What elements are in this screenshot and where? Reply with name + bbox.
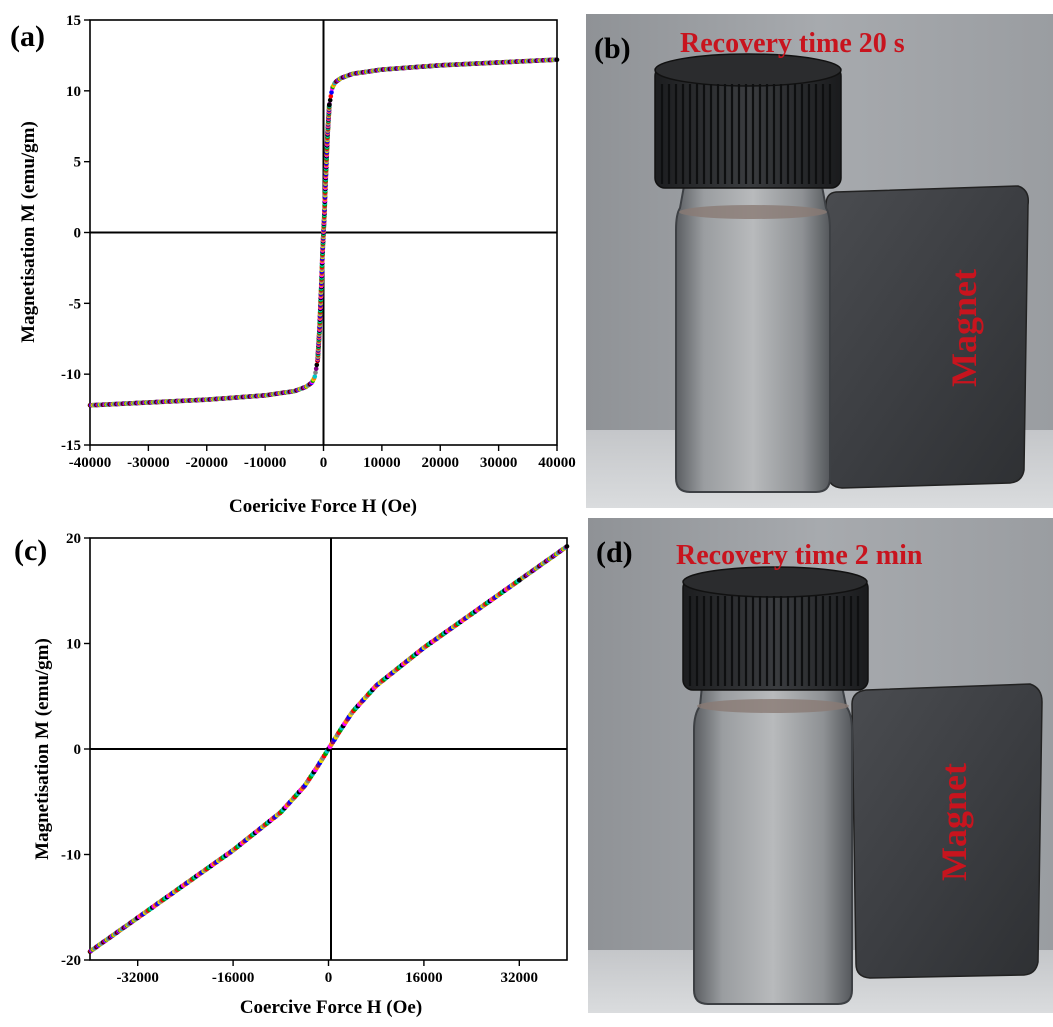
photo-d-magnet bbox=[851, 683, 1043, 979]
chart-a-x-tick-label: 0 bbox=[320, 455, 328, 471]
photo-d-letter: (d) bbox=[596, 536, 633, 569]
photo-b: Recovery time 20 s (b) Magnet bbox=[586, 14, 1053, 508]
chart-c-x-tick-label: 0 bbox=[325, 970, 333, 986]
photo-d-title: Recovery time 2 min bbox=[676, 540, 923, 571]
chart-a-data-point bbox=[313, 370, 318, 375]
photo-d-cap-top bbox=[682, 566, 868, 598]
photo-d: Recovery time 2 min (d) Magnet bbox=[588, 518, 1053, 1013]
chart-a-y-tick-label: -10 bbox=[61, 367, 81, 383]
photo-b-magnet bbox=[825, 185, 1030, 489]
chart-c-data-point bbox=[516, 577, 522, 583]
chart-a-y-tick-label: -15 bbox=[61, 438, 81, 454]
chart-a-y-tick-label: 0 bbox=[74, 226, 82, 242]
chart-a-data-point bbox=[313, 366, 319, 372]
photo-d-vial bbox=[693, 685, 853, 1005]
chart-a-xlabel: Coericive Force H (Oe) bbox=[229, 496, 417, 517]
chart-a-x-ticks: -40000 -30000 -20000 -10000 0 10000 20000 30000… bbox=[69, 445, 576, 471]
chart-a-data-point bbox=[554, 57, 560, 62]
panel-c-letter: (c) bbox=[14, 534, 47, 567]
photo-d-magnet-label: Magnet bbox=[934, 763, 974, 881]
chart-a-x-tick-label: -40000 bbox=[69, 455, 112, 471]
chart-c-y-tick-label: 20 bbox=[66, 531, 81, 547]
chart-a-data-point bbox=[328, 94, 334, 99]
chart-c-ylabel: Magnetisation M (emu/gm) bbox=[32, 638, 53, 860]
chart-a-data-point bbox=[326, 102, 332, 108]
chart-c-y-tick-label: 0 bbox=[74, 742, 82, 758]
chart-c-y-tick-label: 10 bbox=[66, 637, 81, 653]
chart-a-y-tick-label: 15 bbox=[66, 13, 81, 29]
chart-a-x-tick-label: 10000 bbox=[363, 455, 401, 471]
chart-a-data-point bbox=[329, 90, 334, 95]
chart-c-series-points bbox=[87, 544, 570, 954]
chart-a-data-point bbox=[314, 362, 320, 368]
chart-c-x-tick-label: 16000 bbox=[405, 970, 443, 986]
chart-c-xlabel: Coercive Force H (Oe) bbox=[240, 997, 422, 1018]
chart-a: -40000 -30000 -20000 -10000 0 10000 20000 30000… bbox=[10, 13, 576, 517]
chart-a-x-tick-label: -10000 bbox=[244, 455, 287, 471]
chart-a-data-point bbox=[327, 97, 333, 103]
photo-b-vial-liquid-top bbox=[679, 205, 827, 219]
chart-c: -32000 -16000 0 16000 32000 -20 -10 0 10 20 Coer… bbox=[14, 531, 570, 1018]
chart-c-y-ticks: -20 -10 0 10 20 bbox=[61, 531, 90, 969]
photo-d-cap-ridges bbox=[688, 596, 860, 686]
chart-c-data-point bbox=[564, 544, 570, 549]
photo-b-vial bbox=[675, 185, 831, 493]
chart-a-data-point bbox=[312, 374, 318, 379]
photo-b-cap-top bbox=[654, 53, 842, 87]
chart-a-x-tick-label: 20000 bbox=[422, 455, 460, 471]
chart-c-y-tick-label: -20 bbox=[61, 953, 81, 969]
chart-a-x-tick-label: -30000 bbox=[127, 455, 170, 471]
chart-a-y-tick-label: 10 bbox=[66, 84, 81, 100]
chart-a-ylabel: Magnetisation M (emu/gm) bbox=[18, 121, 39, 343]
chart-c-x-tick-label: 32000 bbox=[501, 970, 539, 986]
chart-a-x-tick-label: 30000 bbox=[480, 455, 518, 471]
chart-c-x-tick-label: -16000 bbox=[212, 970, 255, 986]
chart-c-x-tick-label: -32000 bbox=[116, 970, 159, 986]
chart-c-x-ticks: -32000 -16000 0 16000 32000 bbox=[116, 960, 538, 986]
photo-b-letter: (b) bbox=[594, 32, 631, 65]
chart-a-y-tick-label: -5 bbox=[69, 296, 82, 312]
chart-a-x-tick-label: -20000 bbox=[186, 455, 229, 471]
chart-a-series-points bbox=[87, 57, 560, 408]
photo-b-magnet-label: Magnet bbox=[944, 269, 984, 387]
panel-a-letter: (a) bbox=[10, 20, 45, 53]
photo-b-title: Recovery time 20 s bbox=[680, 28, 905, 59]
photo-b-cap-ridges bbox=[660, 84, 832, 184]
chart-a-y-ticks: -15 -10 -5 0 5 10 15 bbox=[61, 13, 90, 454]
chart-a-x-tick-label: 40000 bbox=[538, 455, 576, 471]
chart-c-y-tick-label: -10 bbox=[61, 848, 81, 864]
photo-d-vial-liquid-top bbox=[697, 699, 849, 713]
chart-a-y-tick-label: 5 bbox=[74, 155, 82, 171]
